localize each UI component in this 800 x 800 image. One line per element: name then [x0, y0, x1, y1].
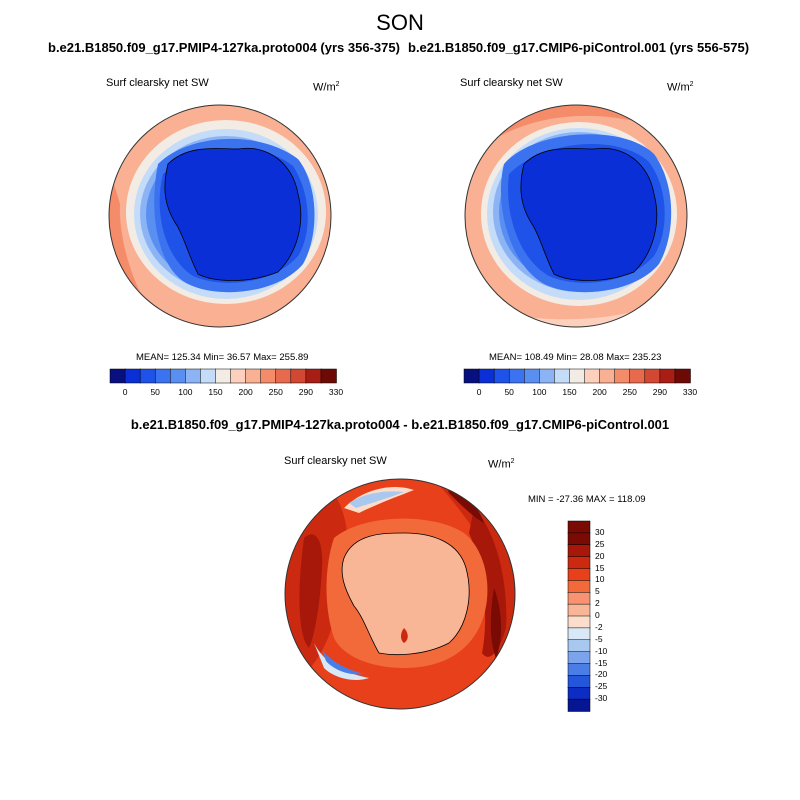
colorbar-tick-label: -15	[595, 657, 608, 668]
colorbar-swatch	[124, 368, 141, 384]
colorbar-tick-label: 10	[595, 574, 605, 585]
colorbar-swatch	[629, 368, 646, 384]
panel2-case-title: b.e21.B1850.f09_g17.CMIP6-piControl.001 …	[408, 40, 750, 55]
colorbar-tick-label: 200	[592, 387, 607, 397]
colorbar-swatch	[567, 532, 591, 546]
colorbar-tick-label: 150	[208, 387, 223, 397]
colorbar-swatch	[305, 368, 322, 384]
colorbar-swatch	[584, 368, 601, 384]
colorbar-swatch	[567, 615, 591, 629]
colorbar-swatch	[524, 368, 541, 384]
colorbar-swatch	[599, 368, 616, 384]
colorbar-swatch	[245, 368, 262, 384]
colorbar-tick-label: 2	[595, 598, 600, 609]
colorbar-tick-label: 100	[532, 387, 547, 397]
colorbar-tick-label: 30	[595, 526, 605, 537]
colorbar-swatch	[170, 368, 187, 384]
colorbar-swatch	[567, 687, 591, 700]
colorbar-swatch	[215, 368, 232, 384]
diff-stats: MIN = -27.36 MAX = 118.09	[528, 494, 646, 505]
panel2-colorbar	[463, 368, 691, 384]
colorbar-swatch	[567, 698, 591, 712]
diff-case-title: b.e21.B1850.f09_g17.PMIP4-127ka.proto004…	[130, 417, 670, 432]
diff-polar-map	[284, 478, 516, 710]
colorbar-swatch	[109, 368, 126, 384]
colorbar-tick-label: -2	[595, 621, 603, 632]
colorbar-swatch	[567, 580, 591, 593]
colorbar-swatch	[230, 368, 247, 384]
colorbar-tick-label: 150	[562, 387, 577, 397]
colorbar-swatch	[539, 368, 556, 384]
colorbar-swatch	[290, 368, 307, 384]
colorbar-swatch	[478, 368, 495, 384]
colorbar-swatch	[200, 368, 217, 384]
colorbar-tick-label: -10	[595, 645, 608, 656]
colorbar-tick-label: 290	[298, 387, 313, 397]
colorbar-tick-label: 15	[595, 562, 605, 573]
panel1-variable-label: Surf clearsky net SW	[106, 77, 209, 89]
colorbar-swatch	[567, 568, 591, 582]
colorbar-tick-label: -20	[595, 669, 608, 680]
colorbar-swatch	[463, 368, 480, 384]
panel2-stats: MEAN= 108.49 Min= 28.08 Max= 235.23	[489, 352, 662, 363]
colorbar-swatch	[567, 544, 591, 558]
panel1-case-title: b.e21.B1850.f09_g17.PMIP4-127ka.proto004…	[48, 40, 400, 55]
colorbar-tick-label: 330	[328, 387, 344, 397]
colorbar-swatch	[154, 368, 172, 384]
colorbar-tick-label: 25	[595, 538, 605, 549]
colorbar-swatch	[554, 368, 571, 384]
colorbar-swatch	[567, 520, 591, 534]
colorbar-tick-label: 330	[682, 387, 698, 397]
panel2-polar-map	[464, 104, 688, 328]
colorbar-swatch	[567, 675, 591, 688]
colorbar-swatch	[659, 368, 676, 384]
colorbar-tick-label: 250	[622, 387, 637, 397]
colorbar-tick-label: 250	[268, 387, 283, 397]
colorbar-swatch	[260, 368, 277, 384]
colorbar-swatch	[185, 368, 202, 384]
colorbar-swatch	[567, 556, 591, 570]
colorbar-tick-label: 290	[652, 387, 667, 397]
colorbar-swatch	[567, 627, 591, 641]
colorbar-tick-label: 50	[150, 387, 160, 397]
diff-units: W/m2	[488, 458, 515, 471]
colorbar-swatch	[493, 368, 510, 384]
colorbar-tick-label: 20	[595, 550, 605, 561]
panel1-polar-map	[108, 104, 332, 328]
colorbar-swatch	[569, 368, 586, 384]
colorbar-swatch	[275, 368, 292, 384]
panel1-units: W/m2	[313, 81, 340, 94]
colorbar-swatch	[567, 603, 591, 617]
colorbar-tick-label: 200	[238, 387, 253, 397]
colorbar-swatch	[674, 368, 691, 384]
colorbar-tick-label: -25	[595, 681, 608, 692]
colorbar-swatch	[508, 368, 526, 384]
season-title: SON	[376, 10, 424, 35]
colorbar-swatch	[567, 663, 591, 677]
colorbar-tick-label: 50	[504, 387, 514, 397]
colorbar-tick-label: 5	[595, 586, 600, 597]
panel1-colorbar	[109, 368, 337, 384]
panel2-variable-label: Surf clearsky net SW	[460, 77, 563, 89]
colorbar-tick-label: 0	[122, 387, 128, 397]
colorbar-tick-label: -30	[595, 693, 608, 704]
colorbar-swatch	[614, 368, 631, 384]
colorbar-swatch	[567, 592, 591, 605]
panel2-units: W/m2	[667, 81, 694, 94]
colorbar-swatch	[567, 639, 591, 653]
colorbar-swatch	[139, 368, 156, 384]
colorbar-tick-label: 0	[595, 610, 600, 620]
colorbar-swatch	[567, 651, 591, 665]
panel1-stats: MEAN= 125.34 Min= 36.57 Max= 255.89	[136, 352, 309, 363]
colorbar-tick-label: 0	[476, 387, 482, 397]
diff-colorbar	[567, 520, 591, 712]
diff-variable-label: Surf clearsky net SW	[284, 455, 387, 467]
colorbar-swatch	[320, 368, 337, 384]
colorbar-tick-label: 100	[178, 387, 193, 397]
colorbar-swatch	[644, 368, 661, 384]
colorbar-tick-label: -5	[595, 633, 603, 644]
